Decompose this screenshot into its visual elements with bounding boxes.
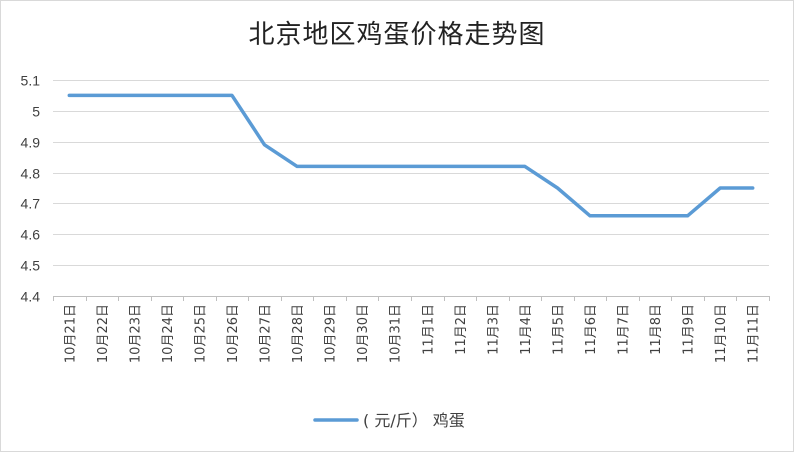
legend-label: ( 元/斤） 鸡蛋 — [363, 411, 465, 430]
y-tick-label: 5.1 — [21, 73, 41, 89]
x-tick-label: 11月4日 — [519, 304, 534, 355]
x-tick-label: 11月8日 — [649, 304, 664, 355]
x-tick-label: 10月23日 — [128, 304, 143, 363]
x-tick-label: 10月21日 — [63, 304, 78, 363]
y-tick-label: 4.7 — [21, 196, 41, 212]
x-tick-label: 10月26日 — [226, 304, 241, 363]
y-tick-label: 4.5 — [21, 258, 41, 274]
x-tick-label: 10月22日 — [96, 304, 111, 363]
x-tick-label: 11月2日 — [454, 304, 469, 355]
x-tick-label: 11月7日 — [617, 304, 632, 355]
x-tick-label: 10月31日 — [389, 304, 404, 363]
x-tick-label: 10月25日 — [193, 304, 208, 363]
y-tick-label: 4.9 — [21, 135, 41, 151]
y-tick-label: 4.6 — [21, 227, 41, 243]
x-tick-label: 10月24日 — [161, 304, 176, 363]
x-tick-label: 11月11日 — [747, 304, 762, 363]
legend: ( 元/斤） 鸡蛋 — [313, 411, 465, 430]
y-axis: 4.4 4.5 4.6 4.7 4.8 4.9 5 5.1 — [21, 73, 41, 305]
y-tick-label: 4.4 — [21, 289, 41, 305]
chart-title: 北京地区鸡蛋价格走势图 — [248, 20, 546, 50]
x-tick-label: 11月6日 — [584, 304, 599, 355]
gridlines — [53, 80, 769, 266]
series-layer — [67, 93, 755, 218]
x-tick-label: 11月9日 — [682, 304, 697, 355]
series-line — [67, 93, 755, 218]
y-tick-label: 4.8 — [21, 166, 41, 182]
x-tick-label: 11月1日 — [421, 304, 436, 355]
x-tick-label: 10月30日 — [356, 304, 371, 363]
x-tick-label: 10月29日 — [324, 304, 339, 363]
x-tick-label: 10月28日 — [291, 304, 306, 363]
x-tick-label: 11月10日 — [714, 304, 729, 363]
x-tick-label: 10月27日 — [259, 304, 274, 363]
x-axis: 10月21日 10月22日 10月23日 10月24日 10月25日 10月26日 10月2… — [53, 296, 770, 363]
x-tick-label: 11月3日 — [486, 304, 501, 355]
x-tick-label: 11月5日 — [551, 304, 566, 355]
y-tick-label: 5 — [32, 104, 40, 120]
